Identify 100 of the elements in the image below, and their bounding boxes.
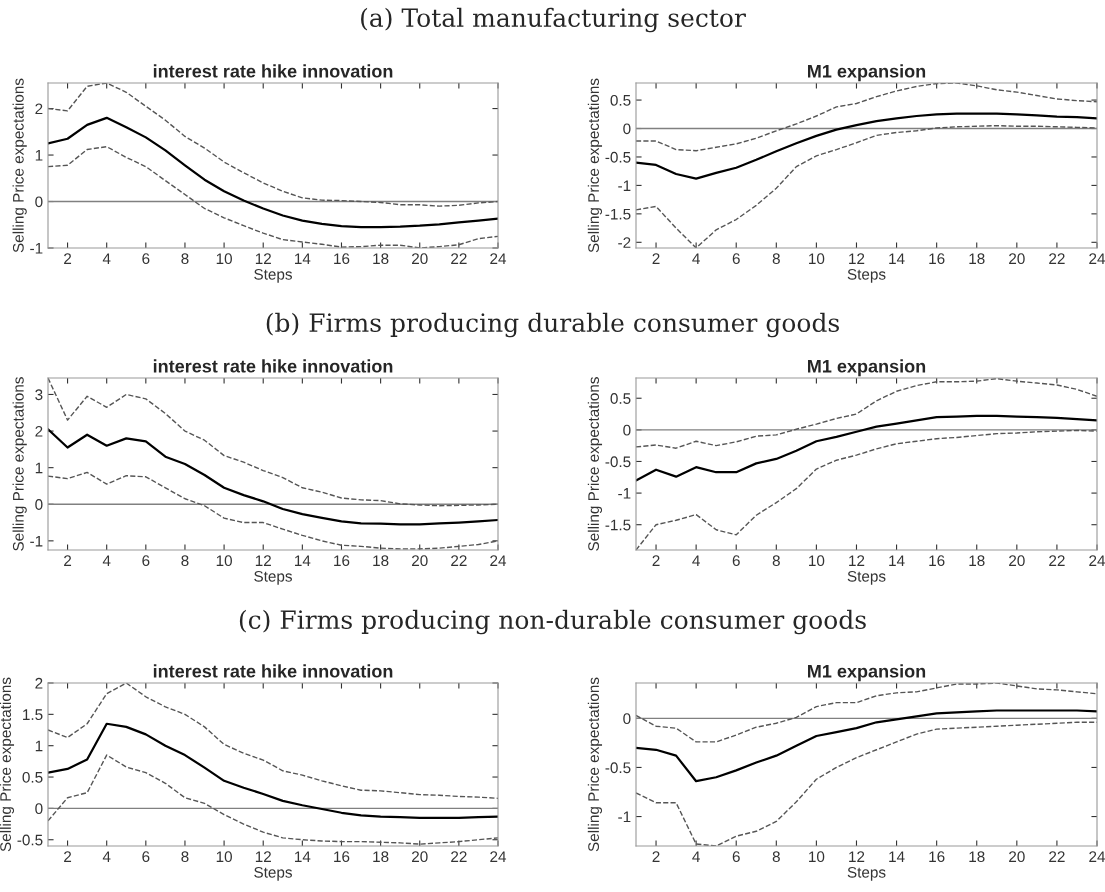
y-tick-label: 1 [35, 740, 43, 752]
x-tick-label: 24 [1089, 253, 1105, 264]
line-series [636, 709, 1097, 783]
text: (c) Firms producing non-durable consumer goods [239, 609, 866, 635]
x-tick-label: 2 [64, 253, 72, 264]
x-tick-label: 10 [809, 555, 825, 567]
y-tick-label: 0 [623, 713, 631, 725]
chart-title: M1 expansion [808, 664, 926, 682]
x-tick-label: 18 [969, 253, 985, 265]
y-tick-label: -1 [30, 243, 43, 254]
x-axis-title: Steps [847, 866, 886, 881]
x-tick-label: 24 [1089, 555, 1105, 566]
y-tick-label: -0.5 [605, 456, 631, 468]
chart-title: interest rate hike innovation [153, 64, 393, 78]
y-tick-label: -0.5 [605, 762, 631, 774]
y-tick-label: -2 [618, 237, 631, 248]
x-tick-label: 6 [142, 253, 150, 265]
x-axis-title: Steps [847, 268, 886, 283]
y-tick-label: -1 [618, 811, 631, 823]
x-tick-label: 22 [1049, 253, 1065, 264]
x-tick-label: 6 [732, 851, 740, 863]
y-tick-label: 2 [35, 425, 43, 437]
x-tick-label: 14 [889, 253, 905, 264]
line-series [48, 116, 498, 229]
x-tick-label: 4 [692, 555, 700, 566]
x-tick-label: 2 [652, 555, 660, 566]
y-tick-label: -1 [618, 180, 631, 191]
x-tick-label: 18 [373, 851, 389, 863]
y-tick-label: 0.5 [610, 94, 631, 106]
x-tick-label: 6 [732, 253, 740, 265]
x-tick-label: 12 [849, 555, 865, 566]
x-tick-label: 14 [889, 851, 905, 862]
x-tick-label: 4 [102, 851, 111, 862]
x-tick-label: 14 [295, 851, 311, 862]
x-tick-label: 22 [451, 851, 467, 862]
y-axis-title: Selling Price expectations [587, 677, 603, 852]
x-tick-label: 22 [451, 555, 467, 566]
x-tick-label: 8 [772, 851, 780, 863]
chart-title: interest rate hike innovation [153, 359, 393, 373]
x-tick-label: 18 [969, 851, 985, 863]
y-tick-label: -1.5 [605, 519, 631, 531]
x-tick-label: 4 [692, 253, 700, 264]
x-tick-label: 24 [490, 555, 507, 566]
y-axis-title: Selling Price expectations [12, 377, 27, 551]
y-tick-label: 0.5 [22, 771, 43, 783]
x-tick-label: 8 [181, 253, 189, 265]
x-tick-label: 2 [652, 253, 660, 264]
x-tick-label: 10 [809, 851, 825, 863]
x-tick-label: 24 [490, 253, 507, 264]
x-tick-label: 22 [1049, 555, 1065, 566]
x-tick-label: 18 [373, 253, 389, 265]
x-tick-label: 2 [64, 851, 72, 862]
x-tick-label: 8 [181, 851, 189, 863]
x-tick-label: 14 [295, 253, 311, 264]
line-series [636, 112, 1097, 180]
y-tick-label: -0.5 [605, 151, 631, 163]
x-tick-label: 20 [412, 253, 428, 265]
y-tick-label: 1.5 [23, 709, 43, 721]
x-tick-label: 10 [216, 851, 232, 863]
x-tick-label: 20 [412, 555, 428, 567]
x-axis-title: Steps [254, 866, 292, 881]
y-tick-label: 1 [35, 462, 43, 474]
x-tick-label: 14 [295, 555, 311, 566]
x-axis-title: Steps [254, 570, 292, 585]
x-tick-label: 20 [1009, 851, 1025, 863]
x-tick-label: 2 [652, 851, 660, 862]
y-tick-label: 2 [35, 103, 43, 115]
x-tick-label: 16 [929, 851, 945, 863]
x-tick-label: 8 [181, 555, 189, 567]
line-series [48, 722, 498, 819]
x-tick-label: 12 [255, 253, 271, 264]
y-axis-title: Selling Price expectations [587, 78, 603, 253]
x-tick-label: 16 [334, 555, 350, 567]
y-tick-label: 0 [35, 803, 43, 815]
x-tick-label: 12 [255, 555, 271, 566]
x-axis-title: Steps [254, 268, 292, 283]
line-series [636, 414, 1097, 482]
x-tick-label: 20 [412, 851, 428, 863]
x-tick-label: 6 [142, 851, 150, 863]
x-tick-label: 20 [1009, 253, 1025, 265]
x-tick-label: 18 [969, 555, 985, 567]
x-tick-label: 6 [142, 555, 150, 567]
x-tick-label: 16 [929, 253, 945, 265]
y-tick-label: -0.5 [17, 834, 43, 846]
y-tick-label: 0 [623, 123, 631, 135]
x-tick-label: 4 [102, 253, 111, 264]
chart-title: M1 expansion [808, 64, 926, 82]
chart-title: interest rate hike innovation [153, 664, 393, 678]
x-tick-label: 2 [64, 555, 72, 566]
chart-title: M1 expansion [808, 359, 926, 377]
x-tick-label: 16 [929, 555, 945, 567]
y-tick-label: 2 [35, 677, 43, 689]
x-axis-title: Steps [847, 570, 886, 585]
y-tick-label: -1 [618, 488, 631, 499]
x-tick-label: 16 [334, 253, 350, 265]
x-tick-label: 10 [809, 253, 825, 265]
x-tick-label: 4 [692, 851, 700, 862]
y-tick-label: -1 [30, 535, 43, 547]
text: (a) Total manufacturing sector [361, 7, 746, 33]
y-tick-label: -1.5 [605, 208, 631, 220]
